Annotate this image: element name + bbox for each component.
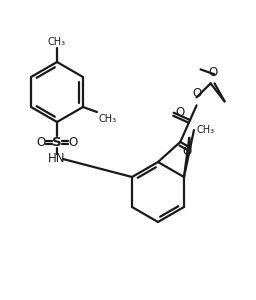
Text: HN: HN [48, 152, 66, 166]
Text: O: O [193, 87, 202, 100]
Text: O: O [183, 145, 192, 158]
Text: O: O [176, 106, 185, 119]
Text: O: O [208, 66, 217, 80]
Text: O: O [36, 136, 46, 148]
Text: CH₃: CH₃ [48, 37, 66, 47]
Text: CH₃: CH₃ [99, 114, 117, 124]
Text: S: S [52, 136, 62, 148]
Text: O: O [68, 136, 78, 148]
Text: CH₃: CH₃ [197, 125, 215, 135]
